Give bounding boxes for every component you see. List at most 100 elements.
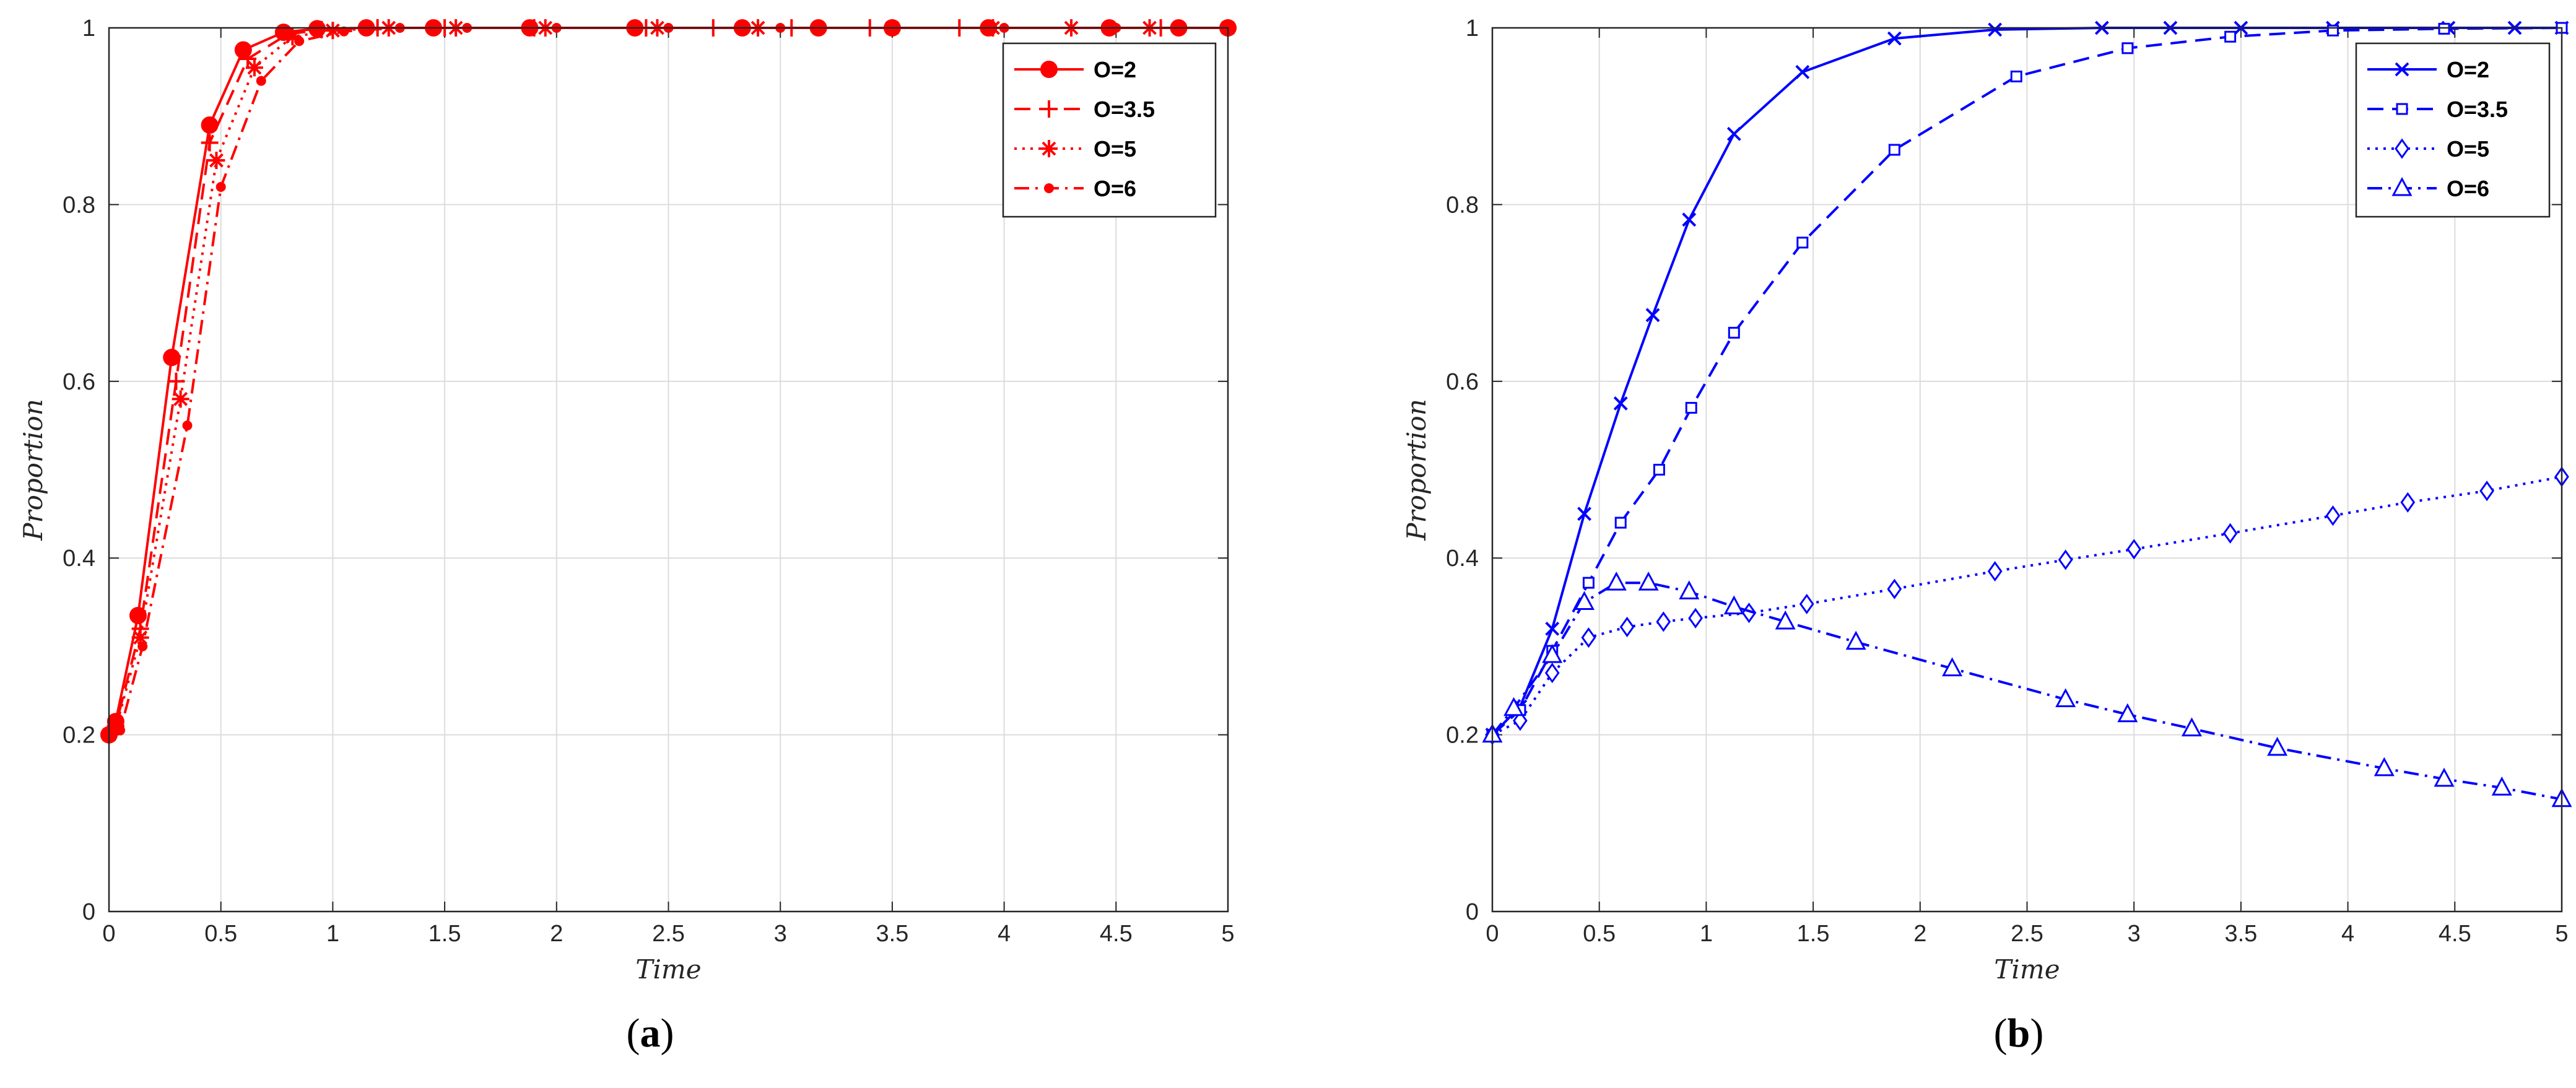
data-point xyxy=(1726,126,1741,141)
x-tick-label: 5 xyxy=(2555,921,2568,947)
caption-close: ) xyxy=(661,1011,674,1056)
y-tick-label: 1 xyxy=(82,15,95,41)
data-point xyxy=(1574,591,1595,611)
data-point xyxy=(1503,697,1525,716)
data-point xyxy=(1987,561,2003,582)
chart-panel-a: 0 0.5 1 1.5 2 2.5 3 3.5 4 4.5 5 0 0.2 0.4 0.6 0.8 1 Time P… xyxy=(18,15,1237,1056)
data-point xyxy=(182,420,193,431)
legend-entry: O=3.5 xyxy=(2367,97,2508,122)
y-tick-label: 0.8 xyxy=(1446,192,1479,218)
data-point xyxy=(1606,571,1627,591)
data-point xyxy=(2181,717,2202,737)
data-point xyxy=(2267,736,2288,756)
y-tick-label: 0 xyxy=(1466,899,1479,925)
x-tick-label: 1.5 xyxy=(429,921,461,947)
legend-label: O=3.5 xyxy=(1094,97,1155,122)
data-point xyxy=(1582,577,1595,589)
legend-entry: O=5 xyxy=(2367,136,2489,162)
data-point xyxy=(2055,688,2076,708)
data-point xyxy=(2325,505,2341,526)
data-point xyxy=(2224,30,2237,43)
data-point xyxy=(294,36,305,46)
data-point xyxy=(1723,595,1744,615)
data-point xyxy=(1688,607,1703,629)
x-tick-label: 0.5 xyxy=(204,921,237,947)
data-point xyxy=(284,28,302,46)
x-tick-label: 1 xyxy=(326,921,339,947)
data-point xyxy=(2222,523,2238,544)
data-point xyxy=(167,372,185,390)
x-tick-label: 2 xyxy=(550,921,563,947)
data-point xyxy=(1545,621,1560,636)
series-line xyxy=(1492,475,2562,736)
y-tick-label: 0 xyxy=(82,899,95,925)
data-point xyxy=(239,50,257,67)
x-tick-label: 1 xyxy=(1700,921,1713,947)
y-tick-label: 0.2 xyxy=(63,723,95,749)
legend-marker xyxy=(2391,176,2413,196)
data-point xyxy=(2400,492,2416,513)
data-point xyxy=(2438,22,2450,35)
data-point xyxy=(2121,42,2134,54)
legend-box xyxy=(1002,42,1217,218)
caption-letter: a xyxy=(640,1011,661,1056)
data-point xyxy=(1988,22,2003,37)
caption-open: ( xyxy=(1994,1011,2008,1056)
x-axis-label: Time xyxy=(1994,954,2060,985)
data-point xyxy=(2479,481,2494,502)
legend-entry: O=6 xyxy=(2367,176,2489,201)
legend-label: O=3.5 xyxy=(2447,97,2508,122)
x-tick-label: 3 xyxy=(774,921,787,947)
x-tick-label: 3 xyxy=(2128,921,2141,947)
data-point xyxy=(245,59,263,77)
data-point xyxy=(2434,767,2455,787)
data-point xyxy=(163,349,181,367)
y-tick-label: 1 xyxy=(1466,15,1479,41)
data-point xyxy=(2117,703,2138,723)
data-point xyxy=(1544,663,1560,684)
panel-caption: (a) xyxy=(627,1011,674,1056)
data-point xyxy=(1581,627,1596,648)
x-tick-label: 4.5 xyxy=(1100,921,1133,947)
data-point xyxy=(1845,630,1866,650)
data-point xyxy=(1795,64,1810,79)
data-point xyxy=(1685,402,1697,414)
data-point xyxy=(2126,539,2142,560)
data-point xyxy=(2058,549,2073,570)
data-point xyxy=(215,181,226,192)
legend-entry: O=3.5 xyxy=(1014,97,1155,122)
y-tick-label: 0.6 xyxy=(1446,369,1479,395)
legend-label: O=5 xyxy=(2447,136,2489,162)
legend-marker xyxy=(1040,61,1058,78)
data-point xyxy=(1796,237,1809,249)
data-point xyxy=(1656,611,1671,632)
legend-marker xyxy=(2395,62,2409,77)
x-tick-label: 4.5 xyxy=(2439,921,2471,947)
data-point xyxy=(1577,507,1591,521)
data-point xyxy=(339,26,349,37)
x-tick-label: 5 xyxy=(1221,921,1234,947)
y-axis-label: Proportion xyxy=(18,399,48,541)
x-tick-label: 2.5 xyxy=(2011,921,2043,947)
legend-marker xyxy=(1040,100,1058,118)
legend: O=2 O=3.5 O=5 O=6 xyxy=(2355,42,2551,218)
legend-entry: O=5 xyxy=(1014,136,1136,162)
legend-marker xyxy=(1040,140,1058,157)
y-tick-label: 0.2 xyxy=(1446,723,1479,749)
legend: O=2 O=3.5 O=5 O=6 xyxy=(1002,42,1217,218)
caption-open: ( xyxy=(627,1011,640,1056)
legend-label: O=5 xyxy=(1094,136,1136,162)
data-point xyxy=(201,134,219,152)
legend-marker xyxy=(2395,138,2409,159)
data-point xyxy=(207,152,225,170)
data-point xyxy=(2010,70,2022,82)
x-tick-label: 4 xyxy=(2341,921,2354,947)
legend-marker xyxy=(2396,103,2408,115)
y-tick-label: 0.6 xyxy=(63,369,95,395)
data-point xyxy=(137,641,148,651)
data-point xyxy=(1679,580,1700,599)
legend-label: O=6 xyxy=(1094,176,1136,201)
data-point xyxy=(1513,710,1528,731)
x-tick-label: 0 xyxy=(102,921,115,947)
